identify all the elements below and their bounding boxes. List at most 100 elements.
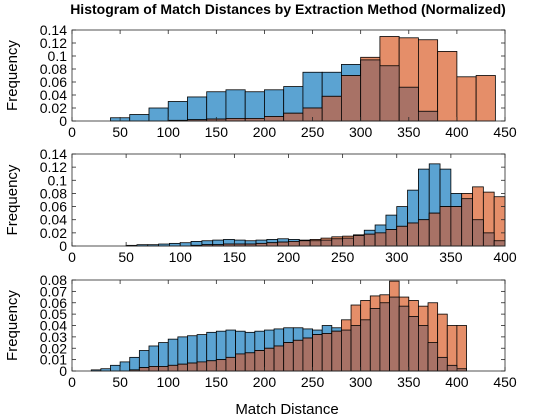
y-tick-label: 0.02 xyxy=(40,100,67,116)
overlap-bar xyxy=(309,240,322,247)
overlap-bar xyxy=(385,229,398,247)
overlap-bar xyxy=(389,296,400,372)
overlap-bar xyxy=(472,219,484,247)
series-b-bar xyxy=(475,75,496,122)
x-tick-label: 250 xyxy=(301,124,325,140)
y-tick-label: 0.03 xyxy=(40,329,67,345)
series-a-bar xyxy=(167,101,188,122)
overlap-bar xyxy=(369,308,381,372)
overlap-bar xyxy=(360,319,371,372)
overlap-bar xyxy=(350,325,362,372)
series-a-bar xyxy=(206,91,227,122)
overlap-bar xyxy=(342,237,354,247)
overlap-bar xyxy=(235,353,246,372)
y-tick-label: 0.12 xyxy=(40,35,67,51)
panel-3: 0 50 100 150 200 250 300 350 400 450 00.010.020.03… xyxy=(4,272,517,390)
overlap-bar xyxy=(461,198,473,247)
overlap-bar xyxy=(331,330,342,372)
series-a-bar xyxy=(179,242,192,247)
x-tick-label: 200 xyxy=(253,374,277,390)
y-tick-label: 0.06 xyxy=(40,199,67,215)
overlap-bar xyxy=(331,238,344,247)
series-a-bar xyxy=(148,107,169,122)
overlap-bar xyxy=(428,212,441,247)
x-tick-label: 100 xyxy=(157,374,181,390)
y-tick-label: 0.04 xyxy=(40,318,67,334)
x-tick-label: 350 xyxy=(439,249,463,265)
x-tick-label: 150 xyxy=(205,374,229,390)
series-b-bar xyxy=(437,51,458,122)
overlap-bar xyxy=(360,59,381,122)
overlap-bar xyxy=(374,232,387,247)
overlap-bar xyxy=(283,112,304,122)
x-axis-label: Match Distance xyxy=(235,401,338,418)
y-axis-label: Frequency xyxy=(4,164,21,235)
overlap-bar xyxy=(439,206,452,247)
overlap-bar xyxy=(417,219,430,247)
y-tick-label: 0 xyxy=(59,363,67,379)
y-tick-label: 0.02 xyxy=(40,340,67,356)
x-tick-label: 150 xyxy=(223,249,247,265)
x-tick-label: 300 xyxy=(349,124,373,140)
overlap-bar xyxy=(363,233,376,247)
y-axis-label: Frequency xyxy=(4,40,21,111)
y-tick-label: 0 xyxy=(59,238,67,254)
overlap-bar xyxy=(320,239,333,247)
overlap-bar xyxy=(353,235,365,247)
x-tick-label: 0 xyxy=(68,374,76,390)
overlap-bar xyxy=(244,352,256,372)
overlap-bar xyxy=(407,222,419,247)
series-b-bar xyxy=(417,39,439,122)
overlap-bar xyxy=(266,242,279,247)
overlap-bar xyxy=(398,86,419,122)
y-tick-label: 0.08 xyxy=(40,61,67,77)
overlap-bar xyxy=(321,95,342,122)
overlap-bar xyxy=(138,367,150,372)
overlap-bar xyxy=(341,75,362,122)
overlap-bar xyxy=(298,240,311,247)
overlap-bar xyxy=(277,241,289,247)
overlap-bar xyxy=(254,350,265,372)
overlap-bar xyxy=(292,339,304,372)
x-tick-label: 50 xyxy=(118,249,134,265)
x-tick-label: 0 xyxy=(68,124,76,140)
x-tick-label: 350 xyxy=(397,124,421,140)
series-a-bar xyxy=(187,96,208,122)
series-a-bar xyxy=(119,361,131,372)
overlap-bar xyxy=(396,225,408,247)
overlap-bar xyxy=(427,342,439,372)
x-tick-label: 50 xyxy=(112,374,128,390)
series-a-bar xyxy=(129,356,140,372)
y-axis-label: Frequency xyxy=(4,290,21,361)
overlap-bar xyxy=(321,333,333,372)
overlap-bar xyxy=(417,110,439,122)
x-tick-label: 400 xyxy=(445,374,469,390)
series-a-bar xyxy=(244,91,265,122)
overlap-bar xyxy=(312,334,323,372)
series-a-bar xyxy=(225,89,246,122)
y-tick-label: 0.14 xyxy=(40,146,67,162)
overlap-bar xyxy=(288,240,300,247)
y-tick-label: 0.04 xyxy=(40,87,67,103)
x-tick-label: 400 xyxy=(493,249,517,265)
overlap-bar xyxy=(206,360,217,372)
x-tick-label: 150 xyxy=(205,124,229,140)
x-tick-label: 200 xyxy=(277,249,301,265)
x-tick-label: 250 xyxy=(301,374,325,390)
overlap-bar xyxy=(482,232,495,247)
overlap-bar xyxy=(264,347,275,372)
series-b-bar xyxy=(456,76,477,122)
x-tick-label: 250 xyxy=(331,249,355,265)
y-tick-label: 0.07 xyxy=(40,283,67,299)
y-tick-label: 0 xyxy=(59,113,67,129)
overlap-bar xyxy=(187,362,198,372)
figure-title: Histogram of Match Distances by Extracti… xyxy=(70,1,506,17)
overlap-bar xyxy=(379,302,390,372)
overlap-bar xyxy=(167,364,179,372)
x-tick-label: 450 xyxy=(493,124,517,140)
panel-1: 0 50 100 150 200 250 300 350 400 450 00.020.040.06… xyxy=(4,22,517,140)
overlap-bar xyxy=(148,366,160,372)
x-tick-label: 0 xyxy=(68,249,76,265)
series-a-bar xyxy=(110,364,121,372)
